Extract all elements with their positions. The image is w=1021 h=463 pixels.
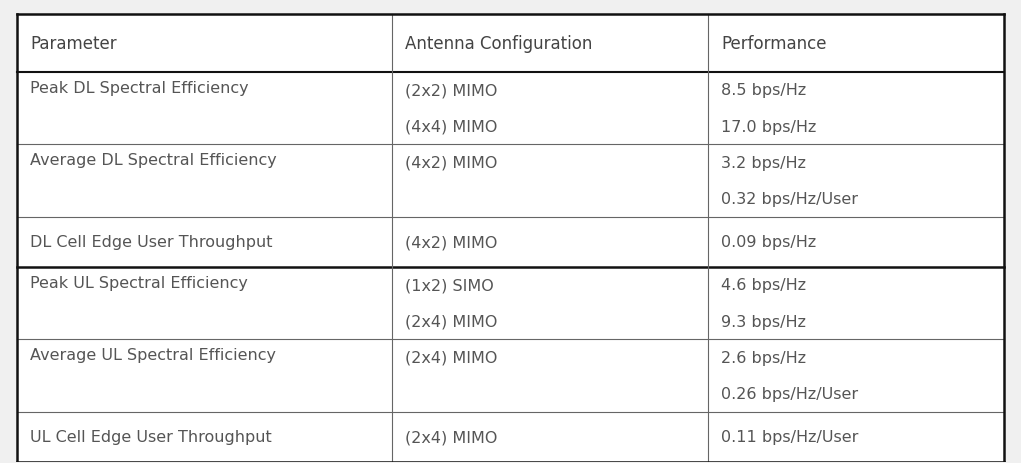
Text: Peak UL Spectral Efficiency: Peak UL Spectral Efficiency bbox=[30, 275, 248, 290]
Text: (2x4) MIMO: (2x4) MIMO bbox=[405, 350, 497, 365]
Text: 17.0 bps/Hz: 17.0 bps/Hz bbox=[721, 119, 817, 134]
Text: Peak DL Spectral Efficiency: Peak DL Spectral Efficiency bbox=[30, 81, 248, 96]
Text: Performance: Performance bbox=[721, 35, 827, 53]
Text: 0.11 bps/Hz/User: 0.11 bps/Hz/User bbox=[721, 429, 859, 444]
Text: 8.5 bps/Hz: 8.5 bps/Hz bbox=[721, 83, 807, 98]
Text: 4.6 bps/Hz: 4.6 bps/Hz bbox=[721, 278, 807, 293]
Text: (4x4) MIMO: (4x4) MIMO bbox=[405, 119, 497, 134]
Text: (2x4) MIMO: (2x4) MIMO bbox=[405, 429, 497, 444]
Text: Antenna Configuration: Antenna Configuration bbox=[405, 35, 592, 53]
Text: (4x2) MIMO: (4x2) MIMO bbox=[405, 156, 497, 170]
Text: 0.32 bps/Hz/User: 0.32 bps/Hz/User bbox=[721, 192, 859, 206]
Text: Average DL Spectral Efficiency: Average DL Spectral Efficiency bbox=[30, 153, 277, 168]
Text: (2x2) MIMO: (2x2) MIMO bbox=[405, 83, 497, 98]
Text: (4x2) MIMO: (4x2) MIMO bbox=[405, 235, 497, 250]
Text: 2.6 bps/Hz: 2.6 bps/Hz bbox=[721, 350, 807, 365]
Text: Parameter: Parameter bbox=[30, 35, 116, 53]
Text: (1x2) SIMO: (1x2) SIMO bbox=[405, 278, 494, 293]
Text: (2x4) MIMO: (2x4) MIMO bbox=[405, 314, 497, 329]
Text: 0.26 bps/Hz/User: 0.26 bps/Hz/User bbox=[721, 386, 859, 401]
Text: 3.2 bps/Hz: 3.2 bps/Hz bbox=[721, 156, 807, 170]
Text: 9.3 bps/Hz: 9.3 bps/Hz bbox=[721, 314, 807, 329]
Text: UL Cell Edge User Throughput: UL Cell Edge User Throughput bbox=[30, 429, 272, 444]
Text: 0.09 bps/Hz: 0.09 bps/Hz bbox=[721, 235, 817, 250]
Text: DL Cell Edge User Throughput: DL Cell Edge User Throughput bbox=[30, 235, 273, 250]
Text: Average UL Spectral Efficiency: Average UL Spectral Efficiency bbox=[30, 348, 276, 363]
